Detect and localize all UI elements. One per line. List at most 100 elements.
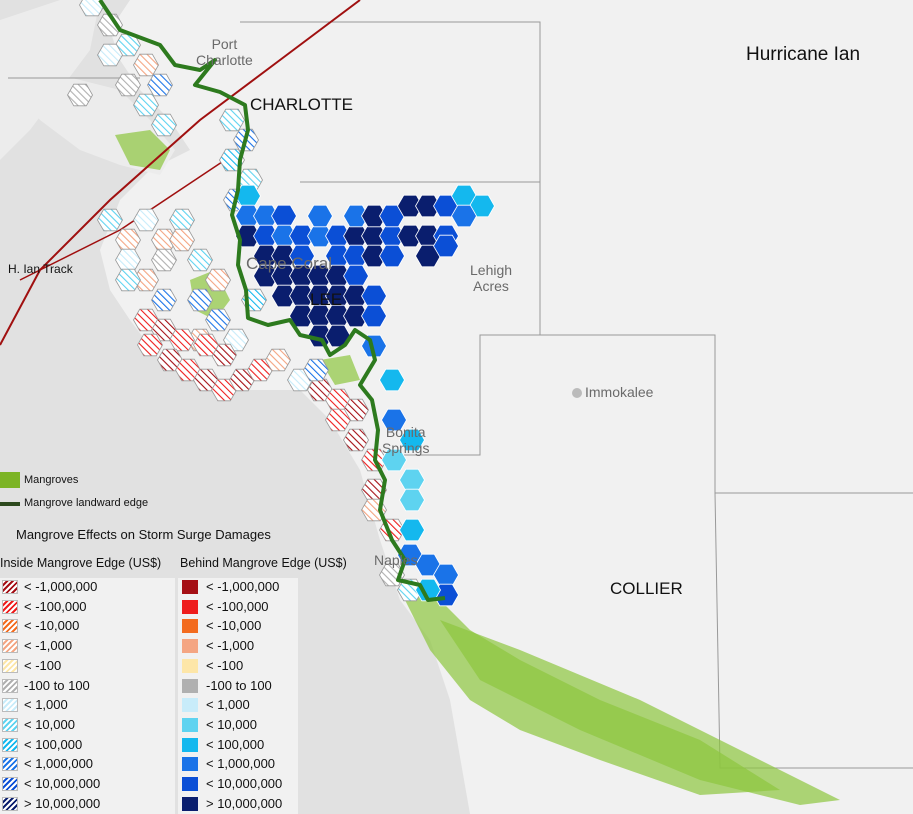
legend-class-label: > 10,000,000 [24,795,101,811]
mangrove-patch [320,355,360,385]
legend-solid-swatch [182,757,198,772]
legend-class-label: < -1,000,000 [24,579,98,594]
hexagon-inside-edge [115,268,141,292]
hurricane-track-line [0,0,361,346]
hexagon-behind-edge [379,244,405,268]
hexagon-inside-edge [97,43,123,67]
legend-hatched-swatch [2,580,18,594]
legend-behind-list: < -1,000,000 < -100,000 < -10,000 < -1,000 <… [178,578,298,814]
legend-hatched-swatch [2,717,18,732]
legend-solid-swatch [182,619,198,634]
legend-hatched-swatch [2,639,18,654]
legend-hatched-swatch [2,619,18,634]
legend-solid-swatch [182,599,198,614]
hexagon-inside-edge [115,73,141,97]
legend-solid-swatch [182,717,198,732]
legend-solid-swatch [182,639,198,654]
town-marker-icon [572,388,582,399]
legend-class-label: < 1,000,000 [206,756,276,772]
hexagon-inside-edge [205,308,231,332]
track-label: H. Ian Track [8,262,73,276]
hexagon-behind-edge [415,194,441,218]
hexagon-inside-edge [205,268,231,292]
legend-class-label: > 10,000,000 [206,795,283,811]
legend-hatched-swatch [2,777,18,791]
legend-heading: Mangrove Effects on Storm Surge Damages [16,527,271,542]
map-title: Hurricane Ian [746,44,861,65]
legend-class-label: < -10,000 [24,618,80,634]
hexagon-behind-edge [399,428,425,452]
legend-hatched-swatch [2,737,18,752]
mangrove-patch [440,620,840,805]
city-label-port-charlotte: Port Charlotte [196,36,253,68]
hexagon-inside-edge [187,288,213,312]
land-mass [100,0,913,814]
legend-hatched-swatch [2,757,18,772]
legend-class-label: < 10,000,000 [24,776,101,791]
hexagon-behind-edge [289,304,315,328]
hexagon-behind-edge [397,194,423,218]
legend-inside-list: < -1,000,000 < -100,000 < -10,000 < -1,000 <… [0,578,175,814]
hexagon-inside-edge [169,328,195,352]
hexagon-inside-edge [133,53,159,77]
hexagon-behind-edge [253,264,279,288]
legend-class-label: < 10,000 [206,716,257,732]
hexagon-inside-edge [187,248,213,272]
city-label-naples: Naples [374,552,418,568]
hexagon-behind-edge [379,368,405,392]
hexagon-inside-edge [151,248,177,272]
legend-hatched-swatch [2,698,18,713]
legend-class-label: < 100,000 [206,736,265,752]
legend-solid-swatch [182,777,198,791]
hexagon-inside-edge [79,0,105,17]
legend-class-label: < -1,000,000 [206,579,280,594]
legend-class-label: < 10,000 [24,716,75,732]
hexagon-behind-edge [381,448,407,472]
hexagon-inside-edge [303,358,329,382]
hexagon-inside-edge [151,113,177,137]
county-label-charlotte: CHARLOTTE [250,95,353,114]
hexagon-behind-edge [433,234,459,258]
hexagon-inside-edge [169,228,195,252]
city-label-lehigh-acres: Lehigh Acres [470,262,513,294]
hexagon-behind-edge [271,284,297,308]
hexagon-behind-edge [399,488,425,512]
county-label-lee: LEE [310,290,343,309]
hexagon-inside-edge [343,428,369,452]
city-label-cape-coral: Cape Coral [246,254,332,273]
hexagon-behind-edge [361,204,387,228]
legend-solid-swatch [182,698,198,713]
legend-class-label: < -100 [24,657,62,673]
legend-class-label: -100 to 100 [24,677,90,693]
legend-hatched-swatch [2,796,18,811]
legend-class-label: < 1,000 [24,697,68,713]
hexagon-behind-edge [399,518,425,542]
mangrove-landward-edge-line [98,0,446,602]
legend-hatched-swatch [2,678,18,693]
legend-class-label: < 1,000 [206,697,250,713]
legend-class-label: < 1,000,000 [24,756,94,772]
legend-class-label: < -100,000 [206,598,269,614]
legend-solid-swatch [182,737,198,752]
hexagon-inside-edge [133,93,159,117]
hexagon-inside-edge [97,208,123,232]
hexagon-inside-edge [325,408,351,432]
legend-solid-swatch [182,580,198,594]
hexagon-behind-edge [361,244,387,268]
legend-class-label: < -1,000 [206,638,255,654]
legend-class-label: < -100 [206,657,244,673]
legend-mangroves-label: Mangroves [24,474,79,486]
hexagon-inside-edge [97,13,123,37]
legend-solid-swatch [182,678,198,693]
damage-hexagons [67,0,495,607]
hexagon-inside-edge [133,208,159,232]
city-label-immokalee: Immokalee [572,384,653,400]
hexagon-inside-edge [219,108,245,132]
legend-class-label: -100 to 100 [206,677,272,693]
legend-hatched-swatch [2,599,18,614]
legend-class-label: < 100,000 [24,736,83,752]
hexagon-behind-edge [381,408,407,432]
hexagon-inside-edge [147,73,173,97]
hexagon-inside-edge [151,288,177,312]
